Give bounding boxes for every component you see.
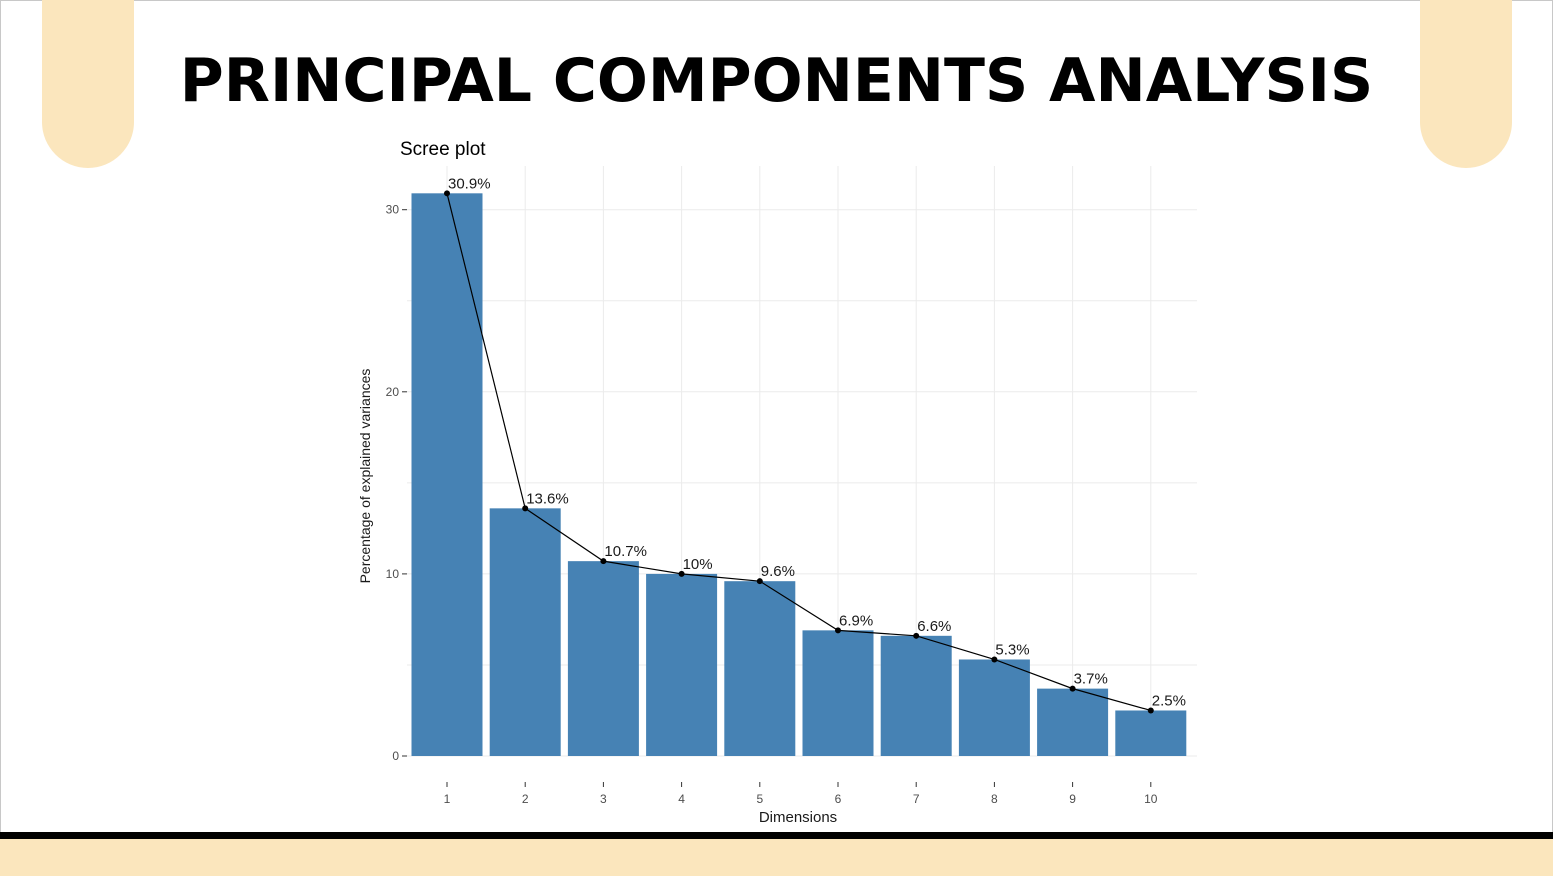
trend-point-7 — [913, 632, 920, 639]
x-tick-label: 4 — [678, 792, 685, 806]
x-tick-label: 8 — [991, 792, 998, 806]
bar-dimension-3 — [567, 561, 639, 756]
trend-line — [446, 193, 1151, 712]
data-label-5: 9.6% — [761, 563, 795, 580]
chart-bars — [411, 193, 1187, 756]
bar-dimension-5 — [724, 581, 796, 756]
data-label-3: 10.7% — [604, 543, 647, 560]
slide-title: PRINCIPAL COMPONENTS ANALYSIS — [179, 46, 1374, 116]
data-label-2: 13.6% — [526, 490, 569, 507]
x-tick-label: 1 — [444, 792, 451, 806]
chart-axes: 0 10 20 30 1 2 3 4 5 6 7 8 9 10 — [386, 203, 1158, 806]
bar-dimension-8 — [958, 659, 1030, 756]
trend-point-2 — [522, 505, 529, 512]
chart-labels: 30.9% 13.6% 10.7% 10% 9.6% 6.9% 6.6% 5.3% 3.7% 2.… — [448, 175, 1186, 709]
y-tick-label: 30 — [386, 203, 400, 217]
decorative-tab-right — [1420, 0, 1512, 168]
bar-dimension-7 — [880, 635, 952, 756]
y-tick-label: 10 — [386, 567, 400, 581]
x-tick-label: 5 — [756, 792, 763, 806]
decorative-tab-left — [42, 0, 134, 168]
x-tick-label: 7 — [913, 792, 920, 806]
bar-dimension-1 — [411, 193, 483, 756]
bottom-rule — [0, 832, 1553, 839]
chart-line — [444, 190, 1154, 714]
chart-title: Scree plot — [400, 139, 486, 160]
bar-dimension-4 — [646, 573, 718, 756]
trend-point-5 — [756, 578, 763, 585]
bar-dimension-9 — [1037, 688, 1109, 756]
x-tick-label: 9 — [1069, 792, 1076, 806]
data-label-8: 5.3% — [995, 641, 1029, 658]
data-label-6: 6.9% — [839, 612, 873, 629]
trend-point-10 — [1147, 707, 1154, 714]
x-tick-label: 6 — [835, 792, 842, 806]
trend-point-8 — [991, 656, 998, 663]
trend-point-1 — [444, 190, 450, 197]
y-tick-label: 20 — [386, 385, 400, 399]
data-label-9: 3.7% — [1074, 671, 1108, 688]
trend-point-3 — [600, 558, 607, 565]
bottom-band — [0, 839, 1553, 876]
bar-dimension-6 — [802, 630, 874, 756]
trend-point-6 — [835, 627, 841, 634]
x-tick-label: 10 — [1144, 792, 1158, 806]
bar-dimension-10 — [1115, 710, 1187, 756]
bar-dimension-2 — [489, 508, 561, 756]
trend-point-9 — [1069, 685, 1076, 692]
trend-point-4 — [678, 570, 685, 577]
data-label-10: 2.5% — [1152, 692, 1186, 709]
x-tick-label: 2 — [522, 792, 529, 806]
data-label-7: 6.6% — [917, 618, 951, 635]
y-axis-title: Percentage of explained variances — [357, 369, 373, 584]
data-label-4: 10% — [683, 556, 713, 573]
x-axis-title: Dimensions — [759, 809, 837, 826]
data-label-1: 30.9% — [448, 175, 491, 192]
x-tick-label: 3 — [600, 792, 607, 806]
y-tick-label: 0 — [392, 749, 399, 763]
